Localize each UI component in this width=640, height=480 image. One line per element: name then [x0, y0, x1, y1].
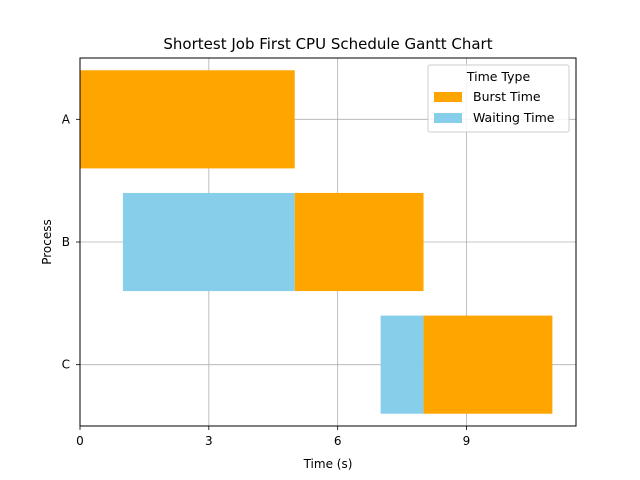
x-tick-label: 6: [334, 434, 342, 448]
x-axis-label: Time (s): [303, 457, 353, 471]
chart-title: Shortest Job First CPU Schedule Gantt Ch…: [163, 35, 492, 53]
bar-burst-time-c: [423, 315, 553, 414]
x-tick-label: 3: [205, 434, 213, 448]
legend-frame: [427, 64, 570, 133]
legend-swatch: [434, 113, 462, 123]
bar-waiting-time-b: [122, 192, 295, 292]
y-axis-ticks: A B C: [62, 112, 80, 372]
legend-swatch: [434, 92, 462, 102]
x-axis-ticks: 0 3 6 9: [76, 426, 470, 448]
x-tick-label: 0: [76, 434, 84, 448]
legend-label: Burst Time: [473, 89, 541, 104]
legend: Time Type Burst Time Waiting Time: [427, 64, 570, 133]
bar-burst-time-a: [80, 70, 295, 169]
bar-burst-time-b: [294, 192, 424, 292]
y-axis-label: Process: [40, 219, 54, 265]
x-tick-label: 9: [463, 434, 471, 448]
bars-group: [80, 70, 553, 414]
bar-waiting-time-c: [380, 315, 424, 414]
y-tick-label: A: [62, 112, 71, 126]
y-tick-label: B: [62, 235, 70, 249]
y-tick-label: C: [62, 358, 70, 372]
legend-label: Waiting Time: [473, 110, 555, 125]
legend-title: Time Type: [466, 69, 531, 84]
